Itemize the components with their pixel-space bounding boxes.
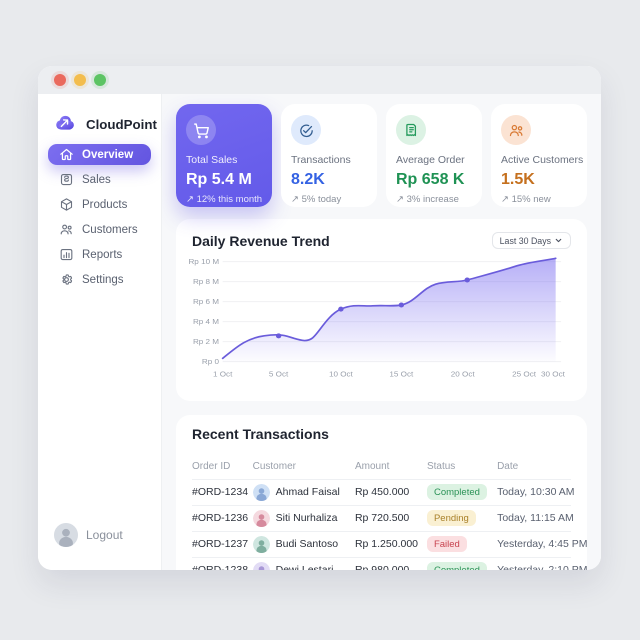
svg-text:25 Oct: 25 Oct bbox=[512, 370, 537, 379]
svg-text:Rp 8 M: Rp 8 M bbox=[193, 277, 219, 286]
svg-text:Rp 4 M: Rp 4 M bbox=[193, 317, 219, 326]
svg-text:Rp 0: Rp 0 bbox=[202, 357, 220, 366]
svg-text:15 Oct: 15 Oct bbox=[389, 370, 414, 379]
svg-text:20 Oct: 20 Oct bbox=[451, 370, 476, 379]
svg-text:30 Oct: 30 Oct bbox=[541, 370, 566, 379]
svg-text:Rp 2 M: Rp 2 M bbox=[193, 337, 219, 346]
svg-text:Rp 6 M: Rp 6 M bbox=[193, 297, 219, 306]
svg-text:10 Oct: 10 Oct bbox=[329, 370, 354, 379]
svg-text:5 Oct: 5 Oct bbox=[269, 370, 289, 379]
svg-text:1 Oct: 1 Oct bbox=[213, 370, 233, 379]
svg-text:Rp 10 M: Rp 10 M bbox=[188, 257, 219, 266]
